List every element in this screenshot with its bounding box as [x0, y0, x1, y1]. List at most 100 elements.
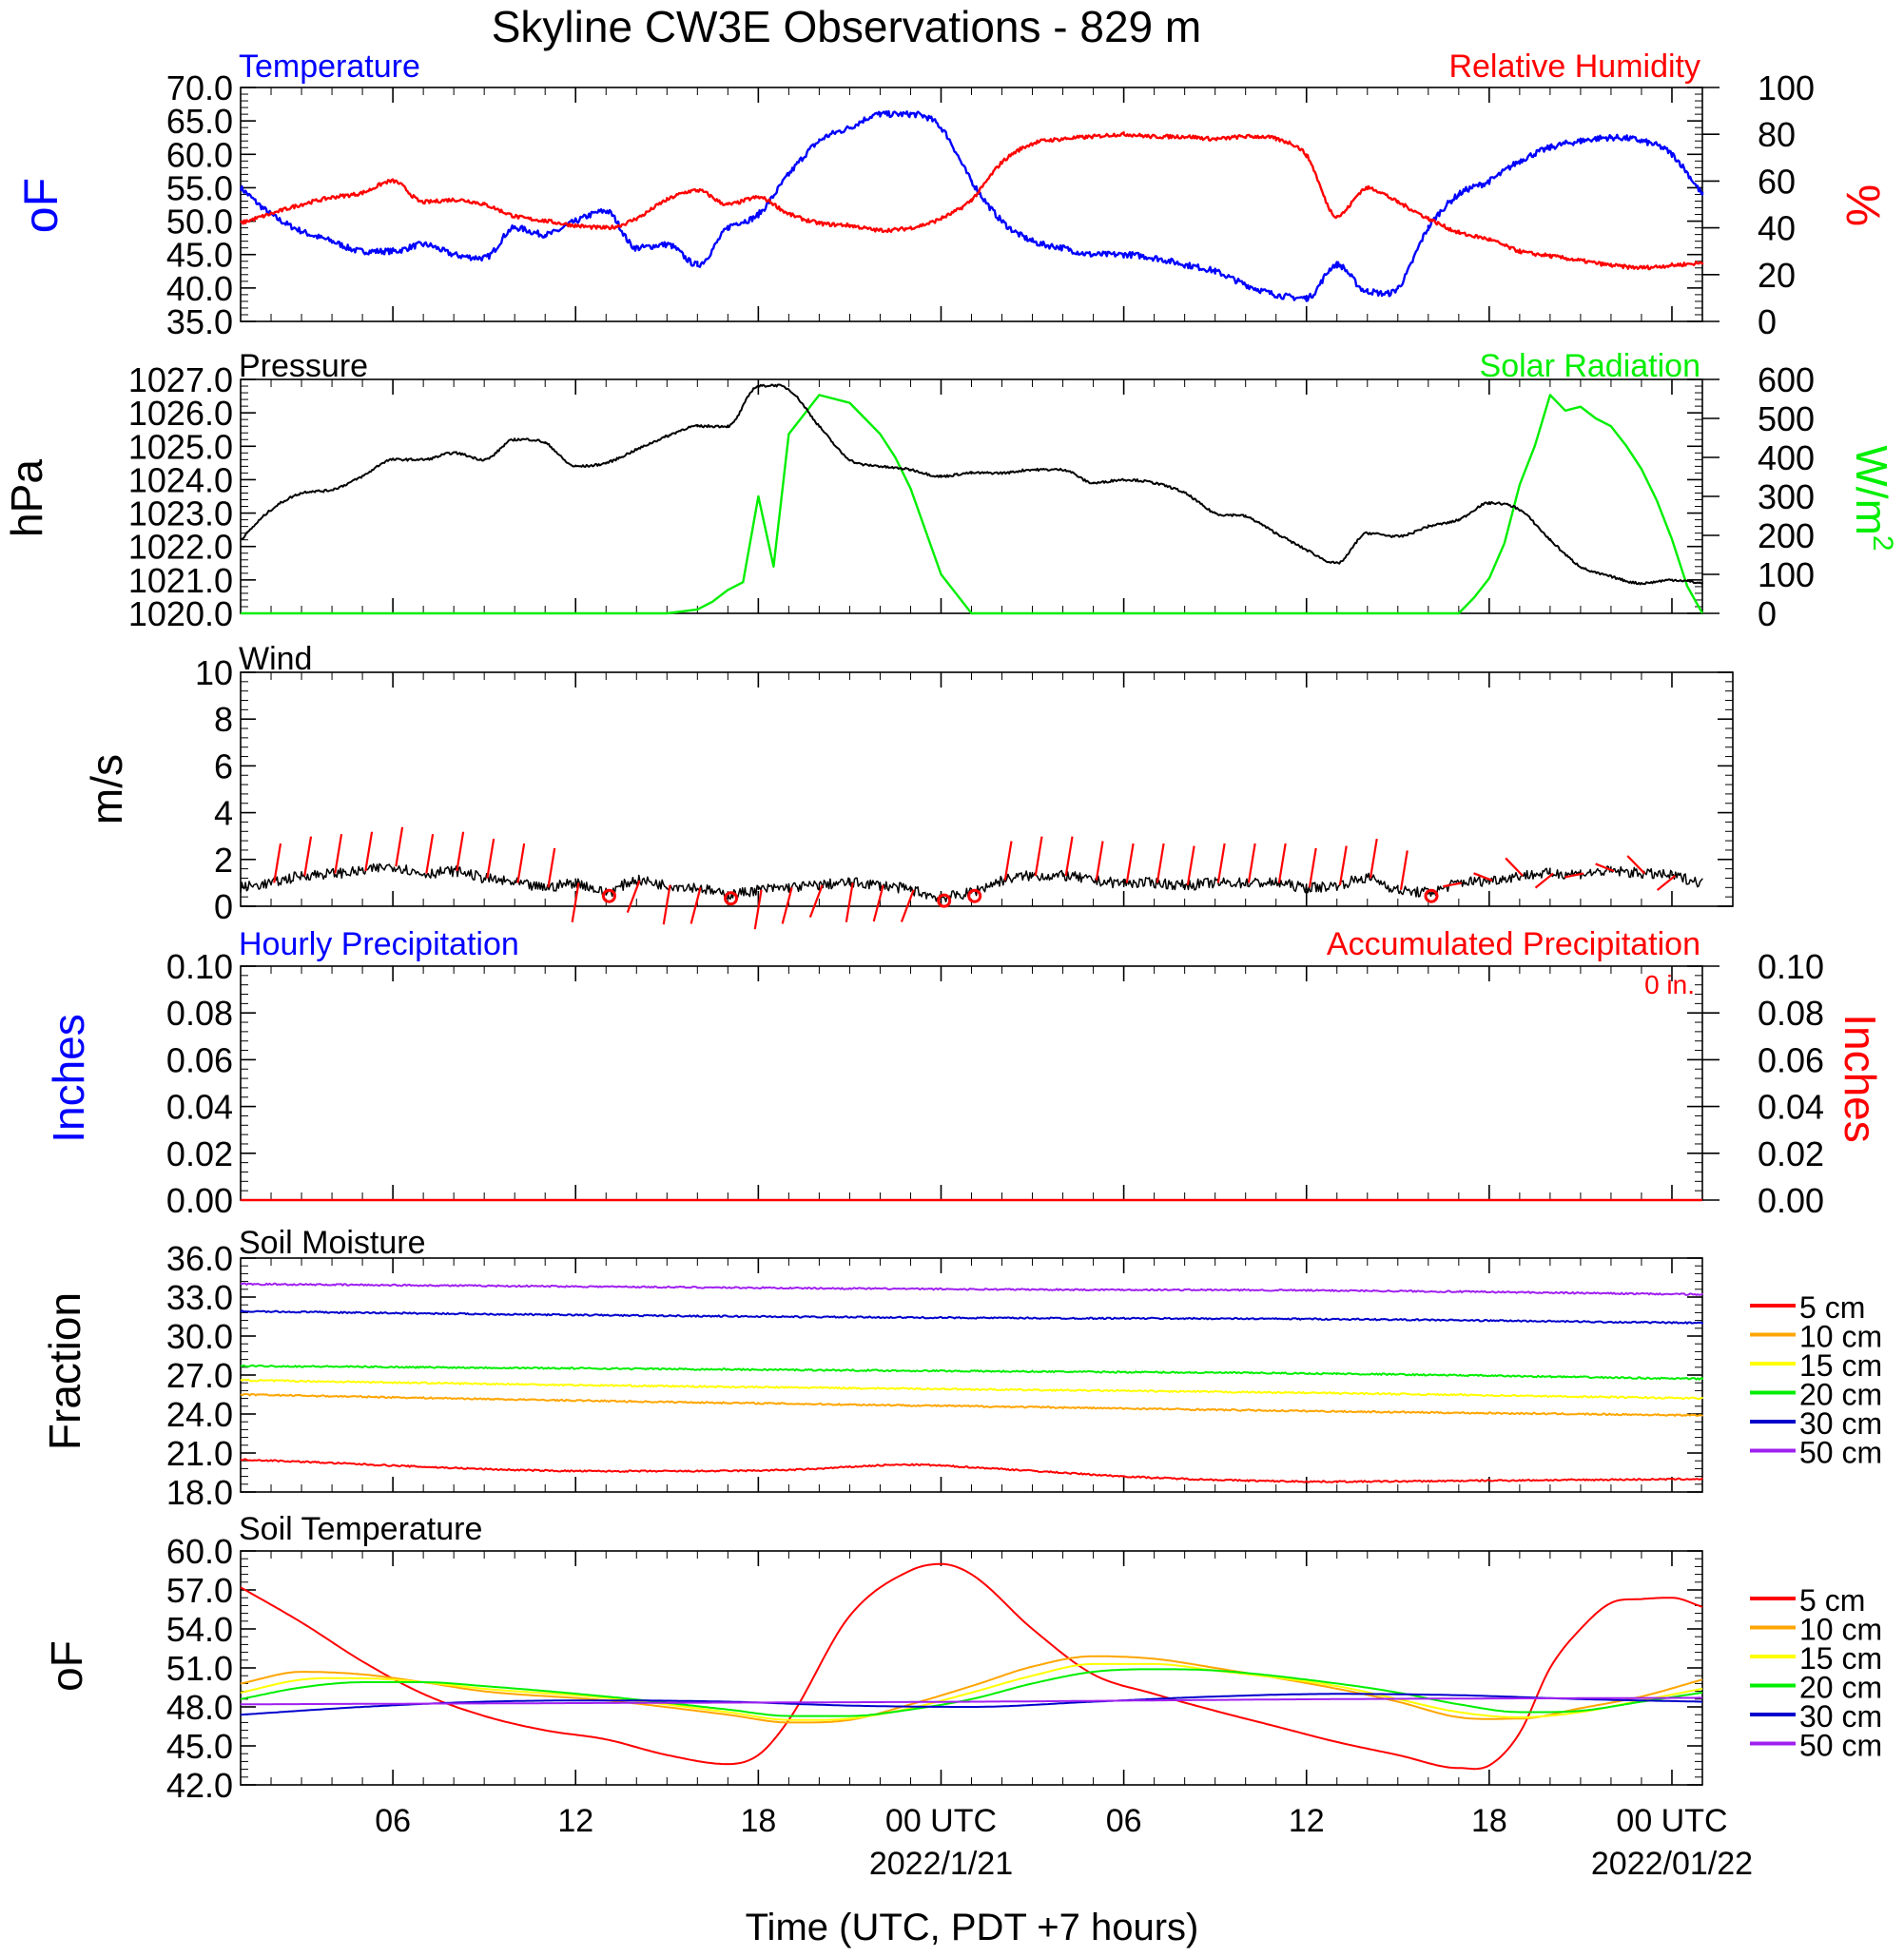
pressure-right-tick-label: 100 [1758, 555, 1815, 594]
precipitation-right-tick-label: 0.08 [1758, 994, 1824, 1033]
wind-barb [662, 884, 671, 925]
x-tick-label: 06 [1106, 1803, 1142, 1839]
wind-barb [900, 889, 915, 922]
pressure-right-tick-label: 0 [1758, 594, 1777, 633]
temperature-left-tick-label: 60.0 [166, 135, 233, 174]
wind-panel: Wind m/s 10 8 6 4 2 0 [82, 641, 1734, 930]
x-date-label: 2022/1/21 [869, 1846, 1013, 1882]
pressure-title: Pressure [239, 348, 368, 384]
solar-radiation-line [241, 394, 1704, 615]
soil-moisture-left-tick-label: 18.0 [166, 1473, 233, 1512]
precipitation-left-tick-label: 0.00 [166, 1181, 233, 1220]
wind-barb [1125, 843, 1135, 883]
precipitation-left-tick-label: 0.04 [166, 1088, 233, 1127]
soil-moisture-unit-label: Fraction [40, 1292, 89, 1450]
wind-title: Wind [239, 641, 312, 677]
precipitation-left-tick-label: 0.02 [166, 1134, 233, 1173]
wind-barb [334, 834, 343, 874]
temperature-right-tick-label: 60 [1758, 162, 1796, 201]
soil-temperature-50cm-line [241, 1696, 1702, 1706]
wind-unit-label: m/s [82, 754, 131, 824]
soil-moisture-15cm-line [240, 1378, 1703, 1401]
soil-temperature-left-tick-label: 42.0 [166, 1766, 233, 1805]
humidity-title: Relative Humidity [1448, 48, 1700, 85]
wind-left-tick-label: 0 [214, 887, 233, 926]
soil-moisture-left-tick-label: 36.0 [166, 1239, 233, 1278]
soil-temperature-20cm-line [240, 1668, 1703, 1717]
soil-temperature-left-tick-label: 57.0 [166, 1571, 233, 1610]
soil-moisture-5cm-line [240, 1458, 1703, 1483]
precipitation-panel: Hourly Precipitation Accumulated Precipi… [44, 926, 1885, 1220]
temperature-right-tick-label: 80 [1758, 115, 1796, 154]
pressure-right-tick-label: 600 [1758, 360, 1815, 399]
wind-frame [240, 671, 1734, 907]
solar-unit-label: W/m2 [1847, 445, 1898, 551]
wind-barb [1308, 847, 1317, 888]
temperature-humidity-panel: Temperature Relative Humidity oF % 70.06… [14, 48, 1890, 341]
pressure-left-tick-label: 1026.0 [128, 394, 233, 433]
x-tick-label: 00 UTC [885, 1803, 997, 1839]
wind-barb [1564, 872, 1584, 879]
pressure-unit-label: hPa [2, 459, 51, 537]
wind-barb [1156, 843, 1165, 883]
wind-barb [273, 843, 282, 883]
wind-barb [456, 831, 465, 872]
x-tick-label: 18 [740, 1803, 776, 1839]
soil-temperature-10cm-line [240, 1655, 1703, 1724]
wind-barb [1369, 838, 1378, 879]
soil-moisture-left-tick-label: 30.0 [166, 1317, 233, 1356]
soil-moisture-legend-label: 20 cm [1799, 1378, 1882, 1412]
wind-barb [1534, 872, 1554, 889]
soil-temperature-left-tick-label: 51.0 [166, 1649, 233, 1688]
wind-barb [1443, 882, 1463, 888]
soil-temperature-legend-label: 20 cm [1799, 1671, 1882, 1705]
soil-temperature-unit-label: oF [42, 1640, 91, 1692]
pressure-left-tick-label: 1021.0 [128, 561, 233, 600]
soil-temperature-title: Soil Temperature [239, 1511, 482, 1547]
precipitation-right-tick-label: 0.10 [1758, 947, 1824, 986]
soil-temperature-left-tick-label: 48.0 [166, 1688, 233, 1727]
soil-moisture-left-tick-label: 21.0 [166, 1434, 233, 1473]
pressure-left-tick-label: 1027.0 [128, 360, 233, 399]
soil-moisture-legend-label: 10 cm [1799, 1320, 1882, 1354]
wind-barb [845, 882, 854, 922]
pressure-left-tick-label: 1024.0 [128, 460, 233, 499]
soil-moisture-legend-label: 50 cm [1799, 1436, 1882, 1470]
pressure-line [240, 383, 1703, 586]
soil-temperature-legend-label: 15 cm [1799, 1641, 1882, 1676]
x-tick-label: 18 [1471, 1803, 1507, 1839]
wind-calm-marker [967, 888, 982, 903]
wind-barb [1216, 843, 1226, 883]
wind-barb [1034, 836, 1043, 877]
wind-barb [808, 884, 824, 918]
soil-temperature-left-tick-label: 54.0 [166, 1610, 233, 1649]
temperature-line [239, 109, 1704, 302]
wind-barb [1399, 850, 1409, 890]
soil-moisture-title: Soil Moisture [239, 1225, 426, 1261]
temperature-left-tick-label: 65.0 [166, 102, 233, 141]
soil-moisture-left-tick-label: 24.0 [166, 1395, 233, 1434]
soil-moisture-20cm-line [240, 1364, 1703, 1381]
temperature-left-tick-label: 40.0 [166, 269, 233, 308]
soil-moisture-legend-label: 15 cm [1799, 1348, 1882, 1383]
pressure-right-tick-label: 300 [1758, 477, 1815, 516]
soil-moisture-legend-label: 5 cm [1799, 1290, 1865, 1325]
x-axis-title: Time (UTC, PDT +7 hours) [746, 1907, 1199, 1948]
temperature-left-tick-label: 45.0 [166, 236, 233, 275]
wind-barb [872, 884, 884, 922]
pressure-right-tick-label: 500 [1758, 399, 1815, 438]
wind-barb [516, 843, 526, 883]
temperature-left-tick-label: 50.0 [166, 203, 233, 242]
wind-left-tick-label: 4 [214, 794, 233, 833]
precipitation-left-tick-label: 0.06 [166, 1040, 233, 1079]
wind-left-tick-label: 2 [214, 841, 233, 880]
wind-barb [1595, 862, 1615, 873]
precipitation-right-tick-label: 0.00 [1758, 1181, 1824, 1220]
wind-barb [1186, 845, 1195, 886]
wind-barb [571, 882, 580, 922]
humidity-line [240, 131, 1704, 271]
soil-temperature-panel: Soil Temperature oF 60.057.054.051.048.0… [42, 1511, 1703, 1805]
wind-calm-marker [937, 893, 952, 908]
